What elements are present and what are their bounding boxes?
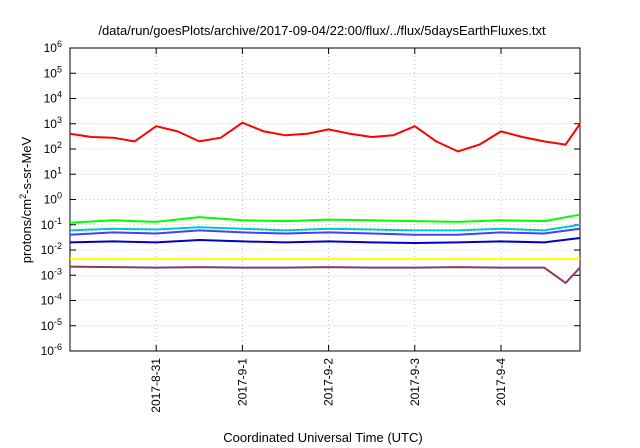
y-tick-label: 10-2: [41, 241, 62, 257]
y-tick-label-base: 10: [44, 117, 58, 131]
y-tick-label-base: 10: [44, 41, 58, 55]
x-tick-label: 2017-9-3: [408, 358, 422, 406]
y-tick-label: 100: [44, 191, 62, 207]
x-tick-label: 2017-9-4: [494, 358, 508, 406]
y-tick-label-base: 10: [44, 92, 58, 106]
x-axis-ticks: 2017-8-31 2017-9-1 2017-9-2 2017-9-3 2017-9-…: [149, 48, 508, 413]
y-tick-label-base: 10: [41, 344, 55, 358]
chart-title: /data/run/goesPlots/archive/2017-09-04/2…: [98, 23, 546, 38]
y-tick-label-exp: -2: [54, 241, 62, 251]
series-line-2: [69, 223, 581, 232]
y-tick-label-exp: 4: [57, 90, 62, 100]
y-tick-label: 10-1: [41, 216, 62, 232]
x-tick-label: 2017-9-2: [322, 358, 336, 406]
y-axis-label-sup: 2: [18, 194, 28, 199]
y-tick-label-exp: -1: [54, 216, 62, 226]
y-axis-label-rest: -s-sr-MeV: [19, 136, 34, 193]
y-tick-label-base: 10: [44, 193, 58, 207]
y-tick-label: 105: [44, 64, 62, 80]
series-lines: [69, 121, 581, 284]
y-axis-label: protons/cm2-s-sr-MeV: [18, 136, 34, 263]
y-tick-label: 102: [44, 140, 62, 156]
y-tick-label: 10-5: [41, 317, 62, 333]
y-tick-label-exp: 0: [57, 191, 62, 201]
x-axis-label: Coordinated Universal Time (UTC): [223, 430, 422, 445]
series-line-1: [69, 213, 581, 224]
y-tick-label: 103: [44, 115, 62, 131]
y-tick-label: 10-4: [41, 292, 62, 308]
x-tick-label: 2017-9-1: [235, 358, 249, 406]
y-tick-label-exp: 6: [57, 39, 62, 49]
y-tick-label-exp: -3: [54, 266, 62, 276]
series-line-6: [69, 265, 581, 284]
y-tick-label-base: 10: [41, 268, 55, 282]
series-line-4: [69, 237, 581, 244]
y-tick-label: 10-6: [41, 342, 62, 358]
y-tick-label: 10-3: [41, 266, 62, 282]
y-axis-label-base: protons/cm: [19, 199, 34, 263]
y-tick-label: 101: [44, 165, 62, 181]
y-tick-label: 104: [44, 90, 62, 106]
y-tick-label-base: 10: [44, 66, 58, 80]
series-line-0: [69, 121, 581, 153]
y-tick-label-exp: 3: [57, 115, 62, 125]
y-tick-label-base: 10: [44, 167, 58, 181]
y-tick-label-exp: -5: [54, 317, 62, 327]
y-axis-ticks: 10610510410310210110010-110-210-310-410-…: [41, 39, 580, 358]
y-tick-label-base: 10: [41, 294, 55, 308]
y-tick-label: 106: [44, 39, 62, 55]
y-tick-label-base: 10: [41, 243, 55, 257]
series-line-3: [69, 227, 581, 236]
y-tick-label-base: 10: [44, 142, 58, 156]
y-tick-label-exp: 1: [57, 165, 62, 175]
y-tick-label-exp: -4: [54, 292, 62, 302]
y-tick-label-base: 10: [41, 319, 55, 333]
y-tick-label-base: 10: [41, 218, 55, 232]
x-tick-label: 2017-8-31: [149, 358, 163, 413]
y-tick-label-exp: 5: [57, 64, 62, 74]
y-tick-label-exp: 2: [57, 140, 62, 150]
y-tick-label-exp: -6: [54, 342, 62, 352]
grid-lines: [70, 48, 580, 351]
